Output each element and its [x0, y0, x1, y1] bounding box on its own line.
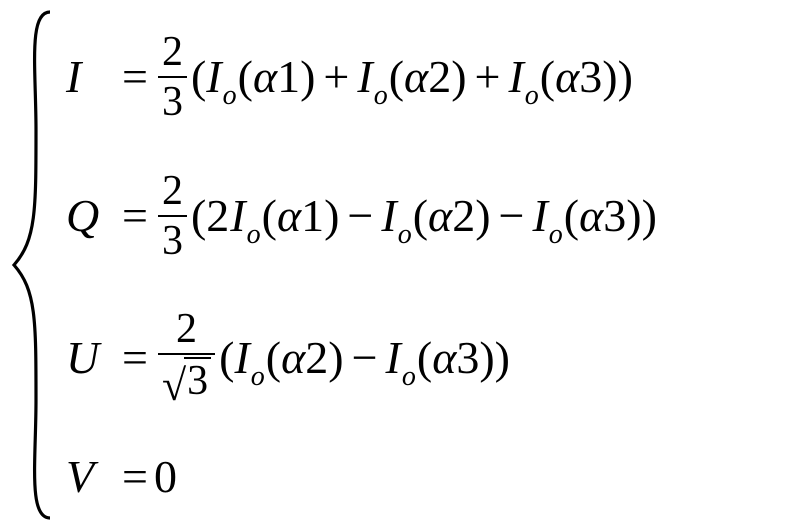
lparen: ( — [191, 54, 206, 100]
equation-Q: Q = 2 3 ( 2 I o ( α 1 ) − I o ( — [66, 169, 776, 263]
fraction-two-thirds: 2 3 — [158, 30, 187, 124]
term-Io-a3: I o ( α 3 ) — [532, 193, 641, 239]
frac-bar — [158, 76, 187, 78]
term-2Io-a1: 2 I o ( α 1 ) — [206, 193, 339, 239]
fraction-two-thirds: 2 3 — [158, 169, 187, 263]
plus: + — [323, 54, 349, 100]
rparen: ) — [618, 54, 633, 100]
term-Io-a3: I o ( α 3 ) — [508, 54, 617, 100]
term-Io-a3: I o ( α 3 ) — [386, 335, 495, 381]
sqrt: √ 3 — [162, 357, 211, 403]
equation-list: I = 2 3 ( I o ( α 1 ) + I o ( α — [66, 0, 776, 530]
minus: − — [347, 193, 373, 239]
alpha-index: 1 — [277, 54, 300, 100]
plus: + — [475, 54, 501, 100]
Io-sub: o — [223, 82, 237, 110]
lparen-inner: ( — [238, 54, 253, 100]
radical-sign: √ — [162, 368, 186, 403]
lhs-I: I — [66, 54, 114, 100]
lhs-Q: Q — [66, 193, 114, 239]
rhs-zero: 0 — [154, 454, 177, 500]
alpha: α — [253, 54, 277, 100]
term-Io-a2: I o ( α 2 ) — [381, 193, 490, 239]
lhs-V: V — [66, 454, 114, 500]
equation-system: I = 2 3 ( I o ( α 1 ) + I o ( α — [0, 0, 787, 530]
radicand: 3 — [184, 357, 211, 403]
sqrt3: √ 3 — [158, 357, 215, 409]
frac-den: 3 — [158, 80, 187, 124]
term-Io-a1: I o ( α 1 ) — [206, 54, 315, 100]
equation-U: U = 2 √ 3 ( I o ( α 2 ) — [66, 307, 776, 409]
left-brace — [8, 10, 62, 520]
coef-2: 2 — [206, 193, 229, 239]
equation-I: I = 2 3 ( I o ( α 1 ) + I o ( α — [66, 30, 776, 124]
fraction-two-over-sqrt3: 2 √ 3 — [158, 307, 215, 409]
lhs-U: U — [66, 335, 114, 381]
frac-num: 2 — [158, 30, 187, 74]
eq-sign: = — [122, 54, 148, 100]
minus: − — [499, 193, 525, 239]
term-Io-a2: I o ( α 2 ) — [234, 335, 343, 381]
minus: − — [352, 335, 378, 381]
Io-sym: I — [206, 54, 221, 100]
rparen-inner: ) — [300, 54, 315, 100]
term-Io-a2: I o ( α 2 ) — [357, 54, 466, 100]
equation-V: V = 0 — [66, 454, 776, 500]
